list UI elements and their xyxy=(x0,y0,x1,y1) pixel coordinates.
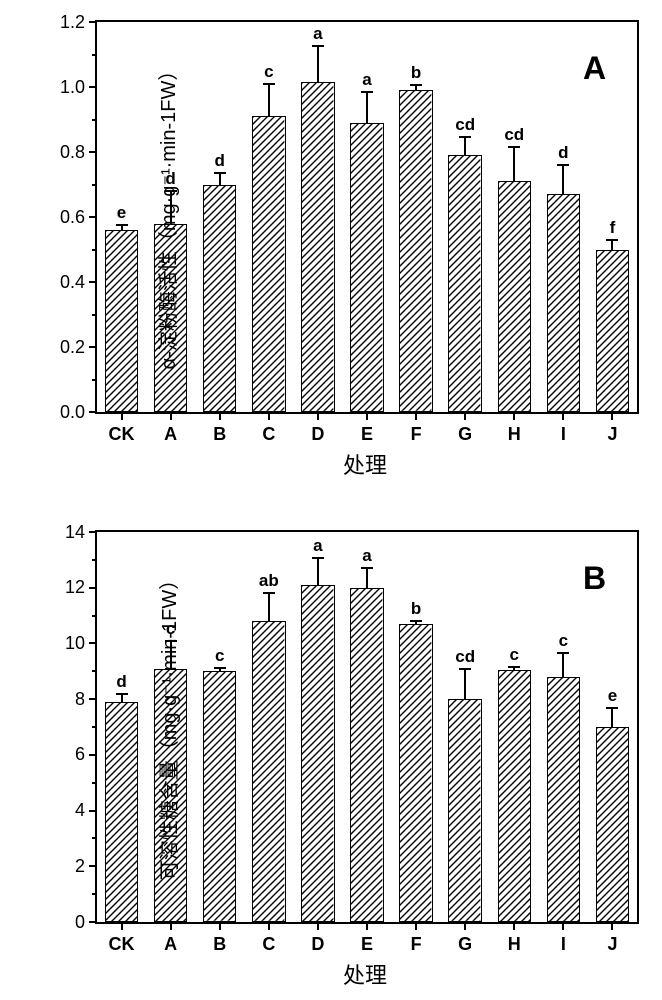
ytick-minor xyxy=(92,615,97,617)
ytick-label: 4 xyxy=(75,800,85,821)
sig-label: cd xyxy=(455,647,475,667)
ytick-label: 2 xyxy=(75,856,85,877)
errorbar-cap xyxy=(557,652,569,654)
errorbar-cap xyxy=(263,592,275,594)
errorbar-cap xyxy=(459,668,471,670)
bar-D xyxy=(301,585,334,922)
xtick-label: F xyxy=(411,934,422,955)
sig-label: b xyxy=(411,599,421,619)
errorbar xyxy=(121,694,123,702)
sig-label: d xyxy=(116,672,126,692)
errorbar xyxy=(317,558,319,584)
figure: 0.00.20.40.60.81.01.2eCKdAdBcCaDaEbFcdGc… xyxy=(0,0,662,1000)
y-axis-label: 可溶性糖含量（mg·g⁻¹·min-1FW） xyxy=(153,570,182,881)
sig-label: c xyxy=(510,645,519,665)
errorbar-cap xyxy=(312,557,324,559)
sig-label: ab xyxy=(259,571,279,591)
sig-label: c xyxy=(215,646,224,666)
bar-E xyxy=(350,588,383,922)
xtick-label: D xyxy=(311,934,324,955)
xtick-label: C xyxy=(262,934,275,955)
bar-F xyxy=(399,624,432,922)
xtick-label: J xyxy=(607,934,617,955)
errorbar xyxy=(464,669,466,700)
bar-G xyxy=(448,699,481,922)
ytick-minor xyxy=(92,837,97,839)
xtick-label: A xyxy=(164,934,177,955)
xtick-label: I xyxy=(561,934,566,955)
errorbar xyxy=(562,653,564,677)
bar-J xyxy=(596,727,629,922)
ytick-label: 10 xyxy=(65,633,85,654)
ytick-minor xyxy=(92,559,97,561)
bar-H xyxy=(498,670,531,922)
panel-letter: B xyxy=(583,560,606,597)
errorbar-cap xyxy=(606,707,618,709)
errorbar xyxy=(611,708,613,728)
x-axis-label: 处理 xyxy=(343,958,387,990)
xtick-label: G xyxy=(458,934,472,955)
xtick-label: E xyxy=(361,934,373,955)
bar-CK xyxy=(105,702,138,922)
errorbar-cap xyxy=(508,666,520,668)
sig-label: a xyxy=(313,536,322,556)
sig-label: c xyxy=(559,631,568,651)
xtick-label: H xyxy=(508,934,521,955)
errorbar-cap xyxy=(214,667,226,669)
bar-I xyxy=(547,677,580,922)
ytick-label: 8 xyxy=(75,689,85,710)
xtick-label: CK xyxy=(109,934,135,955)
bar-B xyxy=(203,671,236,922)
errorbar-cap xyxy=(361,567,373,569)
ytick-label: 14 xyxy=(65,522,85,543)
ytick-minor xyxy=(92,726,97,728)
sig-label: e xyxy=(608,686,617,706)
ytick-label: 6 xyxy=(75,744,85,765)
xtick-label: B xyxy=(213,934,226,955)
sig-label: a xyxy=(362,546,371,566)
ytick-minor xyxy=(92,670,97,672)
errorbar-cap xyxy=(116,693,128,695)
bar-C xyxy=(252,621,285,922)
errorbar xyxy=(268,593,270,621)
errorbar xyxy=(366,568,368,588)
ytick-minor xyxy=(92,893,97,895)
ytick-label: 0 xyxy=(75,912,85,933)
errorbar-cap xyxy=(410,620,422,622)
ytick-minor xyxy=(92,782,97,784)
panel-B: 02468101214dCKcAcBabCaDaEbFcdGcHcIeJB可溶性… xyxy=(0,0,662,1000)
ytick-label: 12 xyxy=(65,577,85,598)
